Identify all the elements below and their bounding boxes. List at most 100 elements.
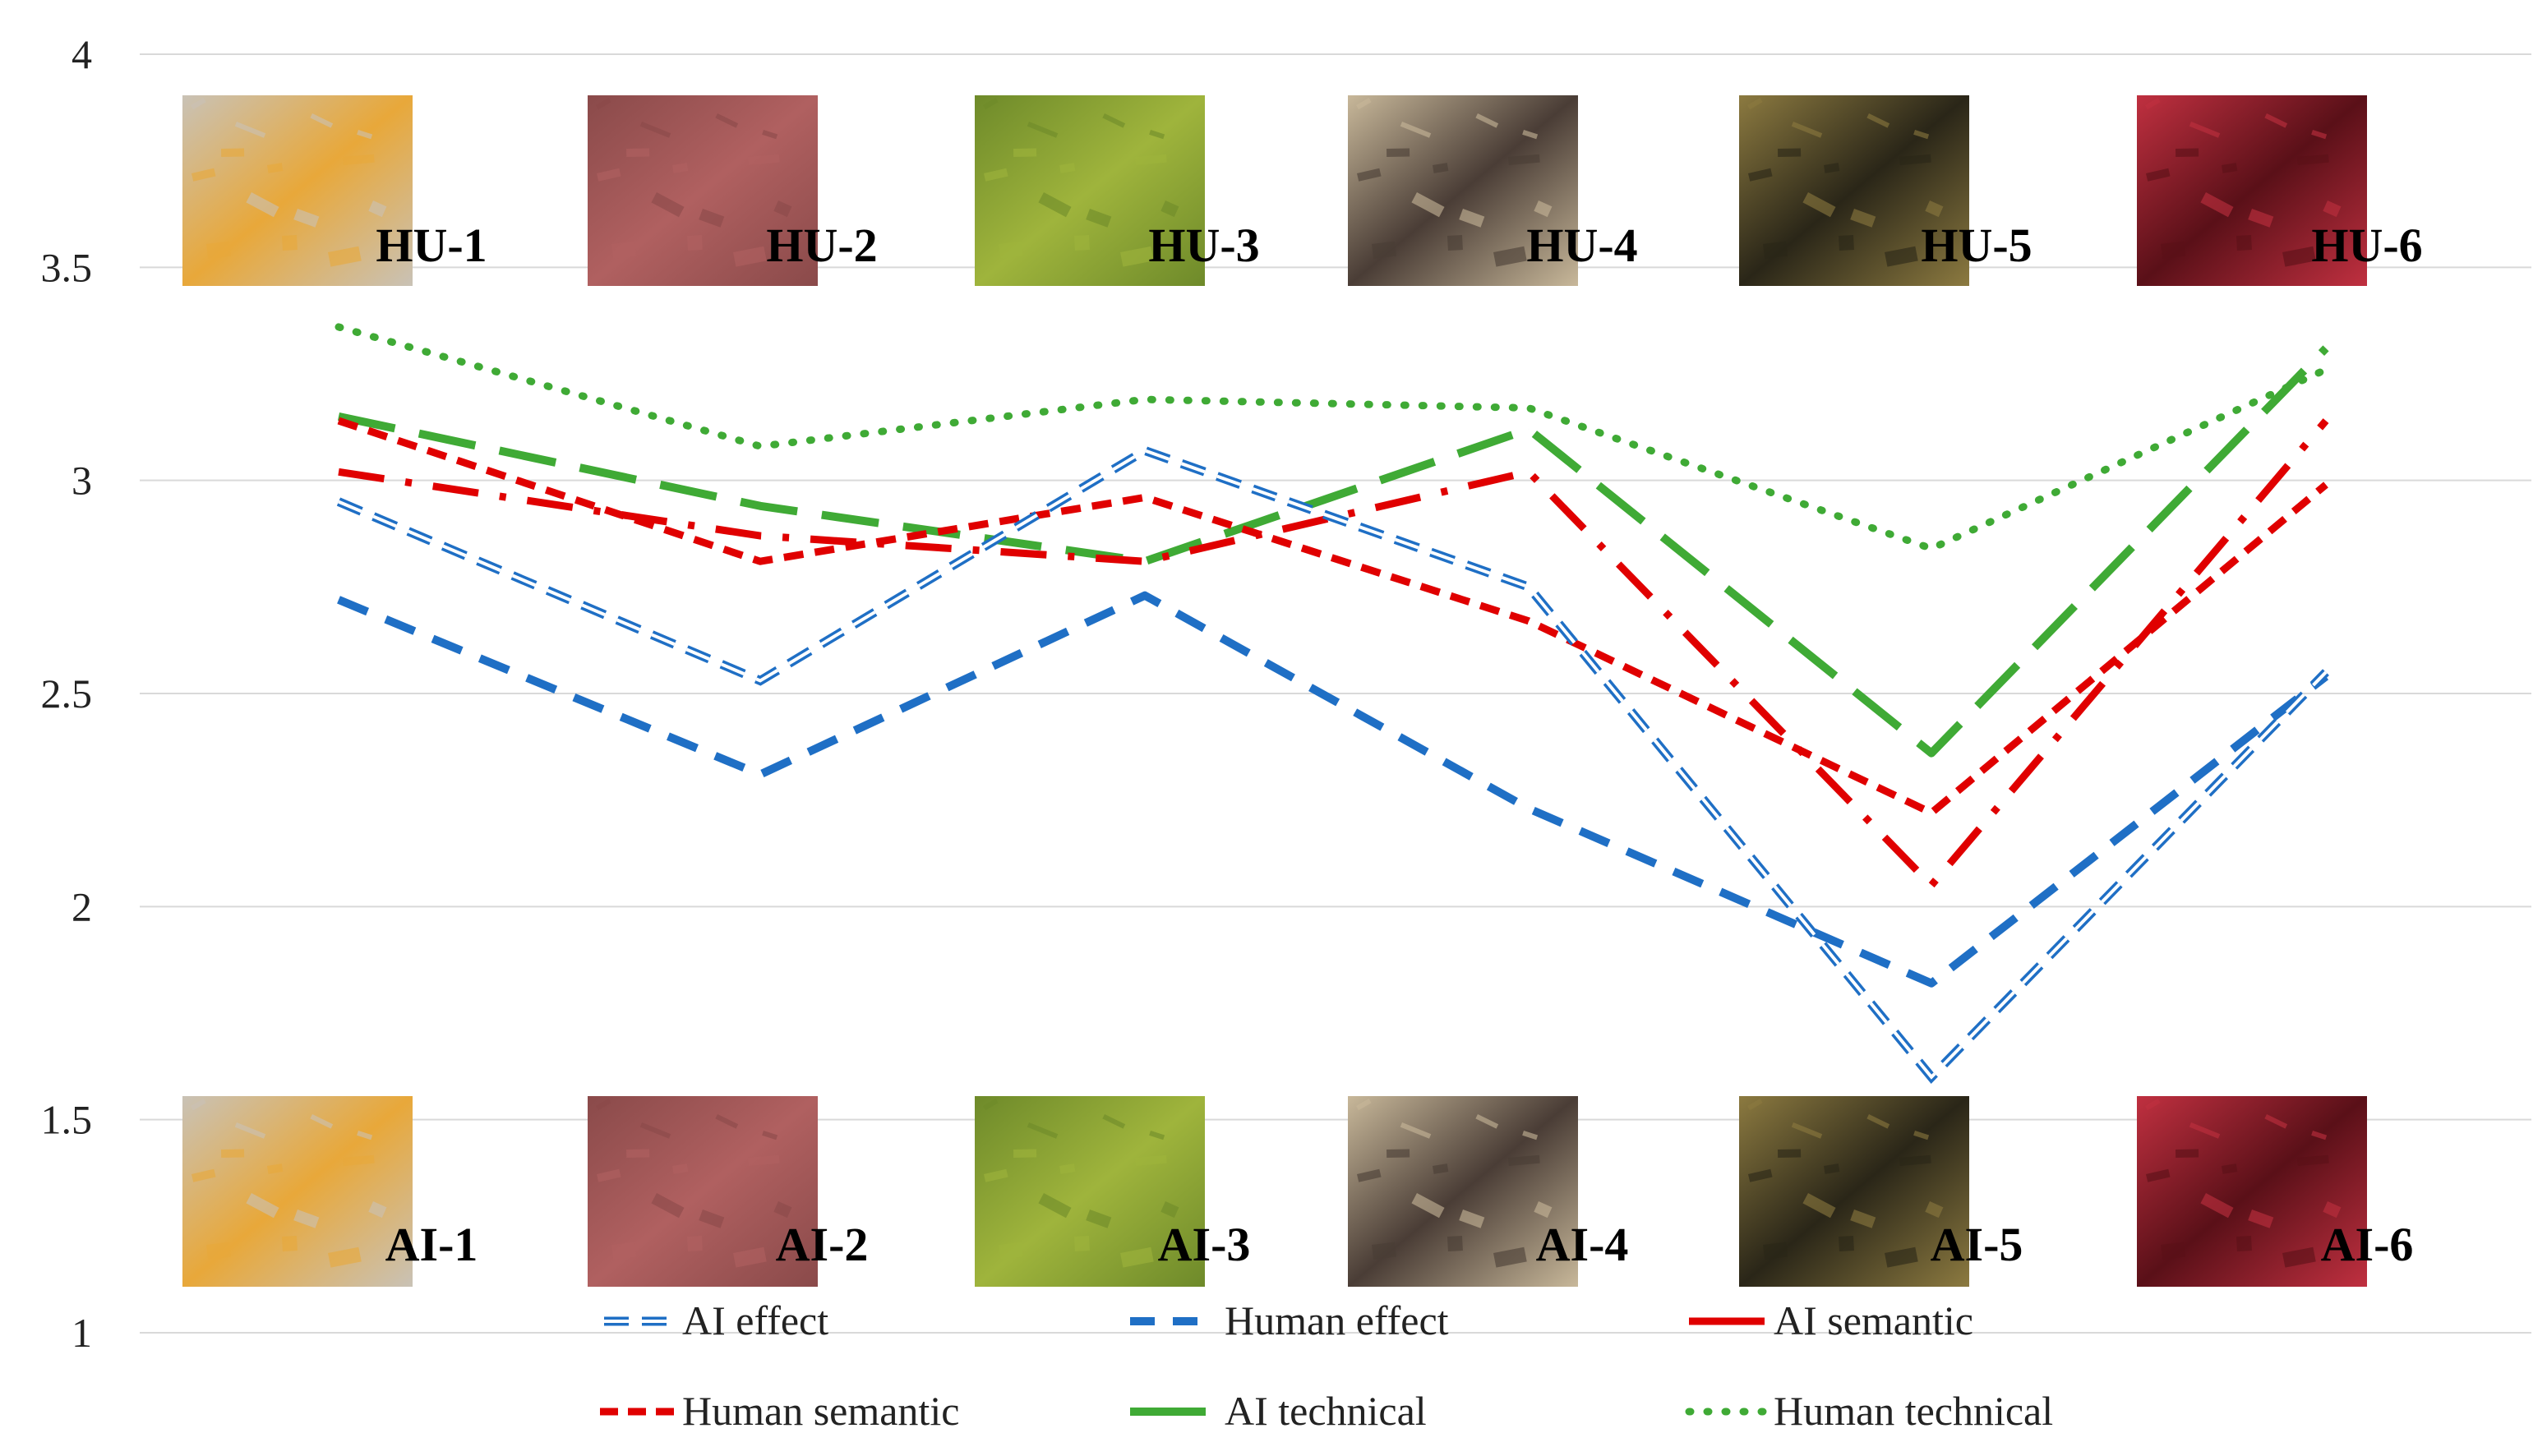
- brush-stroke: [1522, 130, 1539, 140]
- brush-stroke: [1508, 154, 1540, 165]
- brush-stroke: [1433, 1163, 1449, 1174]
- series-human-technical: [335, 323, 2330, 553]
- brush-stroke: [1074, 235, 1090, 251]
- brush-stroke: [1102, 1114, 1126, 1129]
- brush-stroke: [2311, 1131, 2328, 1140]
- brush-stroke: [327, 246, 362, 267]
- brush-stroke: [2248, 1209, 2274, 1228]
- data-point: [1528, 808, 1530, 809]
- thumbnail-label: HU-3: [1148, 219, 1259, 272]
- data-point: [338, 326, 339, 328]
- brush-stroke: [733, 246, 767, 267]
- data-point: [2325, 484, 2327, 486]
- brush-stroke: [1387, 148, 1410, 157]
- data-point: [1528, 428, 1530, 430]
- brush-stroke: [2248, 209, 2274, 228]
- data-point: [2325, 348, 2327, 349]
- brush-stroke: [773, 200, 792, 218]
- series-layer: [335, 323, 2330, 1085]
- brush-stroke: [1899, 1154, 1931, 1166]
- brush-stroke: [699, 1209, 725, 1228]
- brush-stroke: [1838, 235, 1854, 251]
- thumbnail-label: HU-1: [376, 219, 487, 272]
- y-tick-label: 3: [72, 458, 92, 504]
- thumbnail-label: AI-2: [776, 1218, 869, 1271]
- data-point: [1144, 595, 1146, 597]
- legend-label: AI effect: [682, 1297, 828, 1343]
- brush-stroke: [1475, 1114, 1499, 1129]
- brush-stroke: [715, 1114, 739, 1129]
- brush-stroke: [234, 122, 266, 138]
- brush-stroke: [1135, 154, 1167, 165]
- y-tick-label: 2.5: [41, 670, 93, 716]
- brush-stroke: [639, 1122, 671, 1139]
- brush-stroke: [596, 98, 611, 110]
- brush-stroke: [1824, 1163, 1840, 1174]
- brush-stroke: [1885, 246, 1918, 267]
- series-human-effect: [337, 591, 2329, 988]
- data-point: [1931, 1076, 1932, 1078]
- brush-stroke: [221, 148, 245, 157]
- brush-stroke: [1149, 129, 1165, 140]
- thumbnail-label: AI-3: [1158, 1218, 1251, 1271]
- legend-entry: Human effect: [1130, 1297, 1449, 1343]
- brush-stroke: [1534, 200, 1553, 218]
- brush-stroke: [1160, 200, 1179, 218]
- brush-stroke: [1059, 1163, 1076, 1174]
- brush-stroke: [773, 1200, 792, 1219]
- data-point: [2325, 671, 2327, 673]
- brush-stroke: [686, 235, 703, 251]
- series-line: [337, 417, 2328, 817]
- brush-stroke: [1074, 1236, 1090, 1251]
- brush-stroke: [1508, 1154, 1540, 1166]
- brush-stroke: [1913, 1131, 1930, 1140]
- brush-stroke: [234, 1122, 266, 1139]
- brush-stroke: [310, 113, 334, 128]
- brush-stroke: [1802, 192, 1836, 218]
- brush-stroke: [267, 1163, 284, 1174]
- series-ai-effect: [336, 445, 2329, 1085]
- data-point: [1931, 548, 1932, 550]
- legend-entry: AI semantic: [1689, 1297, 1973, 1343]
- brush-stroke: [267, 163, 284, 173]
- brush-stroke: [983, 98, 999, 110]
- brush-stroke: [1135, 1154, 1167, 1166]
- legend-label: Human effect: [1225, 1297, 1449, 1343]
- data-point: [759, 445, 761, 447]
- data-point: [1144, 399, 1146, 400]
- brush-stroke: [1102, 113, 1126, 128]
- legend-entry: Human technical: [1685, 1388, 2053, 1434]
- brush-stroke: [2297, 1154, 2329, 1166]
- brush-stroke: [1120, 1246, 1154, 1268]
- data-point: [759, 505, 761, 507]
- brush-stroke: [983, 1099, 999, 1111]
- y-tick-label: 1: [72, 1310, 92, 1356]
- brush-stroke: [2282, 246, 2316, 267]
- brush-stroke: [1356, 1099, 1372, 1111]
- brush-stroke: [1777, 148, 1802, 157]
- brush-stroke: [343, 154, 375, 165]
- legend-label: AI semantic: [1774, 1297, 1973, 1343]
- data-point: [2325, 420, 2327, 422]
- thumbnail-label: AI-6: [2321, 1218, 2414, 1271]
- data-point: [1144, 449, 1146, 451]
- brush-stroke: [2323, 200, 2342, 218]
- thumbnail-label: HU-5: [1921, 219, 2032, 272]
- brush-stroke: [1357, 1168, 1382, 1182]
- brush-stroke: [639, 122, 671, 138]
- brush-stroke: [1493, 1246, 1527, 1268]
- legend-entry: Human semantic: [600, 1388, 959, 1434]
- brush-stroke: [1149, 1131, 1165, 1140]
- data-point: [759, 560, 761, 562]
- brush-stroke: [2282, 1246, 2316, 1268]
- data-point: [1144, 560, 1146, 562]
- brush-stroke: [310, 1114, 334, 1129]
- brush-stroke: [1013, 1149, 1037, 1158]
- brush-stroke: [2264, 1113, 2288, 1129]
- brush-stroke: [1160, 1200, 1179, 1219]
- brush-stroke: [748, 154, 780, 165]
- brush-stroke: [368, 200, 387, 218]
- brush-stroke: [2200, 1192, 2234, 1219]
- brush-stroke: [282, 1236, 298, 1251]
